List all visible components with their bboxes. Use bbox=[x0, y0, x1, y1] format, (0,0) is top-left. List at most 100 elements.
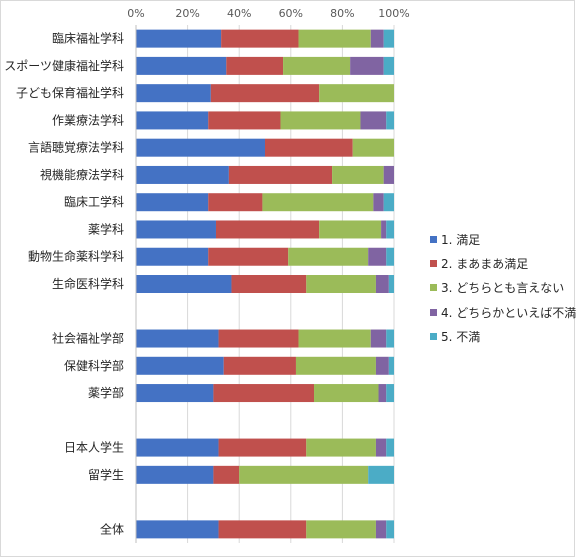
category-label: スポーツ健康福祉学科 bbox=[4, 58, 124, 73]
bar-segment bbox=[350, 56, 384, 75]
bar-segment bbox=[370, 329, 387, 348]
bar-segment bbox=[223, 356, 296, 375]
legend-swatch bbox=[430, 284, 437, 292]
category-label: 生命医科学科 bbox=[52, 276, 124, 291]
bar-segment bbox=[319, 220, 382, 239]
legend-label: 5. 不満 bbox=[441, 330, 481, 345]
legend-item: 5. 不満 bbox=[430, 325, 576, 349]
bar-segment bbox=[314, 384, 379, 403]
bar-segment bbox=[239, 465, 369, 484]
bar-segment bbox=[208, 247, 289, 266]
bar-segment bbox=[386, 111, 394, 130]
legend-item: 1. 満足 bbox=[430, 227, 576, 251]
bar-segment bbox=[215, 220, 320, 239]
legend-item: 4. どちらかといえば不満 bbox=[430, 300, 576, 324]
legend-swatch bbox=[430, 260, 437, 268]
legend-item: 2. まあまあ満足 bbox=[430, 251, 576, 275]
bar-segment bbox=[386, 220, 394, 239]
chart-legend: 1. 満足 2. まあまあ満足 3. どちらとも言えない 4. どちらかといえば不満 5… bbox=[430, 227, 576, 349]
bar-segment bbox=[383, 56, 394, 75]
legend-swatch bbox=[430, 308, 437, 316]
bar-segment bbox=[375, 520, 387, 539]
bar-segment bbox=[306, 520, 376, 539]
bar-segment bbox=[136, 438, 219, 457]
bar-segment bbox=[226, 56, 284, 75]
bar-segment bbox=[136, 465, 214, 484]
category-label: 薬学部 bbox=[88, 385, 124, 400]
bar-segment bbox=[136, 220, 216, 239]
bar-segment bbox=[136, 356, 224, 375]
bar-segment bbox=[136, 56, 227, 75]
bar-segment bbox=[218, 438, 307, 457]
category-label: 日本人学生 bbox=[64, 440, 124, 455]
bar-segment bbox=[386, 247, 394, 266]
category-label: 言語聴覚療法学科 bbox=[28, 140, 124, 155]
bar-segment bbox=[298, 329, 371, 348]
bar-segment bbox=[136, 520, 219, 539]
bar-segment bbox=[352, 138, 394, 157]
bar-segment bbox=[221, 29, 299, 48]
category-label: 動物生命薬科学科 bbox=[28, 249, 124, 264]
x-tick-label: 60% bbox=[279, 7, 303, 20]
bar-segment bbox=[288, 247, 369, 266]
bar-segment bbox=[213, 465, 240, 484]
bar-segment bbox=[388, 275, 394, 293]
bar-segment bbox=[386, 520, 394, 539]
x-tick-label: 100% bbox=[378, 7, 409, 20]
bar-segment bbox=[136, 193, 209, 212]
bar-segment bbox=[360, 111, 387, 130]
bar-segment bbox=[381, 220, 387, 239]
bar-segment bbox=[210, 84, 320, 103]
bar-segment bbox=[383, 29, 394, 48]
bar-segment bbox=[319, 84, 394, 103]
bar-segment bbox=[283, 56, 351, 75]
category-label: 保健科学部 bbox=[64, 358, 124, 373]
bar-segment bbox=[375, 275, 389, 293]
bar-segment bbox=[136, 29, 222, 48]
bar-segment bbox=[298, 29, 371, 48]
legend-label: 4. どちらかといえば不満 bbox=[441, 305, 576, 320]
bar-segment bbox=[136, 84, 211, 103]
bar-segment bbox=[136, 329, 219, 348]
category-label: 薬学科 bbox=[88, 221, 124, 236]
category-label: 臨床福祉学科 bbox=[52, 31, 124, 46]
bar-segment bbox=[295, 356, 376, 375]
bar-segment bbox=[136, 138, 265, 157]
category-label: 全体 bbox=[100, 521, 124, 536]
category-label: 子ども保育福祉学科 bbox=[16, 85, 124, 100]
x-tick-label: 80% bbox=[330, 7, 354, 20]
bar-segment bbox=[386, 329, 394, 348]
bar-segment bbox=[228, 165, 333, 184]
bar-segment bbox=[378, 384, 387, 403]
bar-segment bbox=[332, 165, 384, 184]
bar-segment bbox=[208, 193, 263, 212]
bar-segment bbox=[208, 111, 281, 130]
bar-segment bbox=[213, 384, 315, 403]
category-label: 視機能療法学科 bbox=[40, 167, 124, 182]
legend-swatch bbox=[430, 333, 437, 341]
category-label: 作業療法学科 bbox=[52, 112, 124, 127]
bar-segment bbox=[136, 165, 229, 184]
bar-segment bbox=[370, 29, 384, 48]
bar-segment bbox=[231, 275, 307, 293]
bar-segment bbox=[218, 329, 299, 348]
bar-segment bbox=[388, 356, 394, 375]
x-tick-label: 0% bbox=[127, 7, 144, 20]
bar-segment bbox=[368, 465, 394, 484]
bar-segment bbox=[383, 165, 394, 184]
bar-segment bbox=[136, 384, 214, 403]
bar-segment bbox=[306, 275, 376, 293]
bar-segment bbox=[136, 111, 209, 130]
legend-swatch bbox=[430, 235, 437, 243]
legend-label: 1. 満足 bbox=[441, 232, 481, 247]
bar-segment bbox=[373, 193, 384, 212]
category-label: 社会福祉学部 bbox=[52, 331, 124, 346]
bar-segment bbox=[136, 275, 232, 293]
bar-segment bbox=[375, 356, 389, 375]
bar-segment bbox=[306, 438, 376, 457]
bar-segment bbox=[218, 520, 307, 539]
bar-segment bbox=[375, 438, 387, 457]
x-tick-label: 20% bbox=[175, 7, 199, 20]
